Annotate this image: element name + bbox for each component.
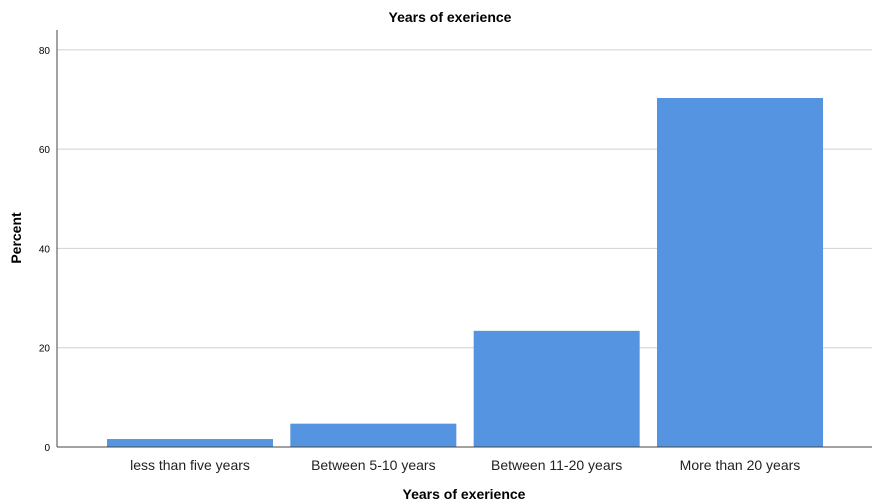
- x-tick-labels: less than five years Between 5-10 years Be…: [130, 457, 800, 473]
- x-tick-label: Between 5-10 years: [311, 457, 436, 473]
- bar: [656, 98, 823, 447]
- y-axis-title: Percent: [8, 212, 24, 264]
- bar: [107, 439, 273, 447]
- y-tick-label: 0: [44, 443, 50, 454]
- chart-title: Years of exerience: [389, 9, 512, 25]
- x-tick-label: Between 11-20 years: [491, 457, 622, 473]
- y-tick-labels: 0 20 40 60 80: [39, 46, 51, 454]
- y-tick-label: 40: [39, 244, 51, 255]
- y-tick-label: 80: [39, 46, 51, 57]
- x-tick-label: less than five years: [130, 457, 250, 473]
- y-tick-label: 60: [39, 145, 51, 156]
- x-tick-label: More than 20 years: [680, 457, 801, 473]
- bars: [107, 98, 823, 447]
- bar: [473, 330, 640, 447]
- y-tick-label: 20: [39, 344, 51, 355]
- x-axis-title: Years of exerience: [403, 486, 526, 502]
- bar: [290, 423, 457, 447]
